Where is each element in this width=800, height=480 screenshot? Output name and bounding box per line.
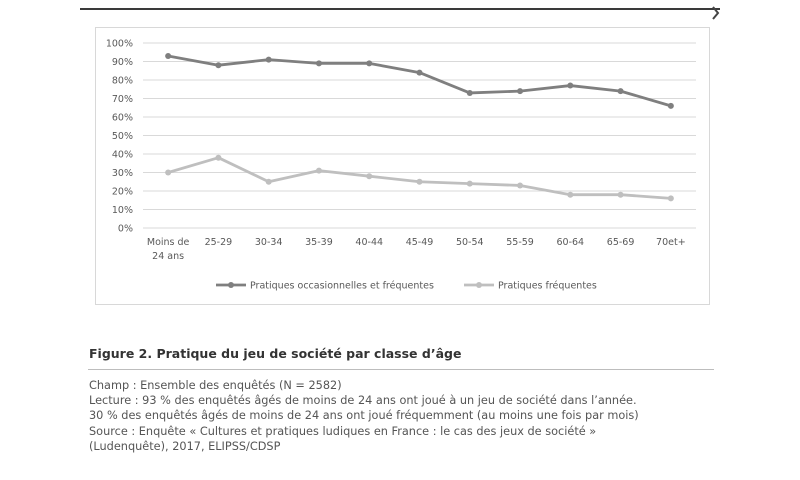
data-point: [165, 52, 172, 59]
x-tick-label: 60-64: [557, 237, 585, 248]
data-point: [265, 56, 272, 63]
data-point: [315, 167, 322, 174]
x-tick-label: 65-69: [607, 237, 635, 248]
data-point: [466, 180, 473, 187]
data-point: [617, 191, 624, 198]
data-point: [667, 195, 674, 202]
x-tick-label: 45-49: [406, 237, 434, 248]
y-tick-label: 60%: [112, 113, 133, 124]
y-tick-label: 10%: [112, 205, 133, 216]
x-tick-label: Moins de: [147, 237, 190, 248]
x-tick-label: 40-44: [355, 237, 383, 248]
figure-divider: [88, 369, 714, 370]
data-point: [215, 62, 222, 69]
note-lecture: Lecture : 93 % des enquêtés âgés de moin…: [89, 394, 637, 408]
x-tick-label: 35-39: [305, 237, 333, 248]
data-point: [617, 88, 624, 95]
data-point: [165, 169, 172, 176]
line-chart: 0% 10% 20% 30% 40% 50% 60% 70% 80% 90% 100% Moins d…: [106, 39, 696, 292]
y-tick-label: 0%: [118, 224, 133, 235]
data-point: [517, 88, 524, 95]
data-point: [366, 60, 373, 67]
data-point: [416, 69, 423, 76]
top-border-rule: [80, 8, 720, 10]
data-point: [517, 182, 524, 189]
data-point: [366, 173, 373, 180]
legend-label: Pratiques occasionnelles et fréquentes: [250, 281, 434, 292]
data-point: [667, 102, 674, 109]
data-point: [416, 178, 423, 185]
y-tick-label: 20%: [112, 187, 133, 198]
y-tick-label: 80%: [112, 76, 133, 87]
note-champ: Champ : Ensemble des enquêtés (N = 2582): [89, 379, 342, 392]
x-tick-label: 30-34: [255, 237, 283, 248]
x-tick-label: 55-59: [506, 237, 534, 248]
y-tick-label: 50%: [112, 131, 133, 142]
data-point: [265, 178, 272, 185]
y-tick-label: 90%: [112, 57, 133, 68]
legend-swatch-marker: [228, 282, 234, 288]
corner-mark-icon: [712, 6, 720, 20]
x-tick-label: 24 ans: [152, 251, 184, 262]
legend-swatch-marker: [476, 282, 482, 288]
data-point: [466, 89, 473, 96]
legend-label: Pratiques fréquentes: [498, 281, 597, 292]
note-lecture-cont: 30 % des enquêtés âgés de moins de 24 an…: [89, 409, 639, 423]
y-tick-label: 100%: [106, 39, 133, 50]
figure-title: Figure 2. Pratique du jeu de société par…: [89, 346, 462, 361]
figure-notes: Champ : Ensemble des enquêtés (N = 2582)…: [89, 378, 719, 454]
x-tick-label: 25-29: [205, 237, 233, 248]
y-tick-label: 30%: [112, 168, 133, 179]
y-tick-label: 70%: [112, 94, 133, 105]
x-tick-label: 70et+: [656, 237, 686, 248]
note-source-cont: (Ludenquête), 2017, ELIPSS/CDSP: [89, 439, 281, 453]
x-tick-label: 50-54: [456, 237, 484, 248]
y-tick-label: 40%: [112, 150, 133, 161]
data-point: [315, 60, 322, 67]
chart-frame: 0% 10% 20% 30% 40% 50% 60% 70% 80% 90% 100% Moins d…: [95, 27, 710, 305]
data-point: [567, 191, 574, 198]
data-point: [567, 82, 574, 89]
note-source: Source : Enquête « Cultures et pratiques…: [89, 424, 597, 438]
series-line-2: [167, 156, 671, 200]
data-point: [215, 154, 222, 161]
